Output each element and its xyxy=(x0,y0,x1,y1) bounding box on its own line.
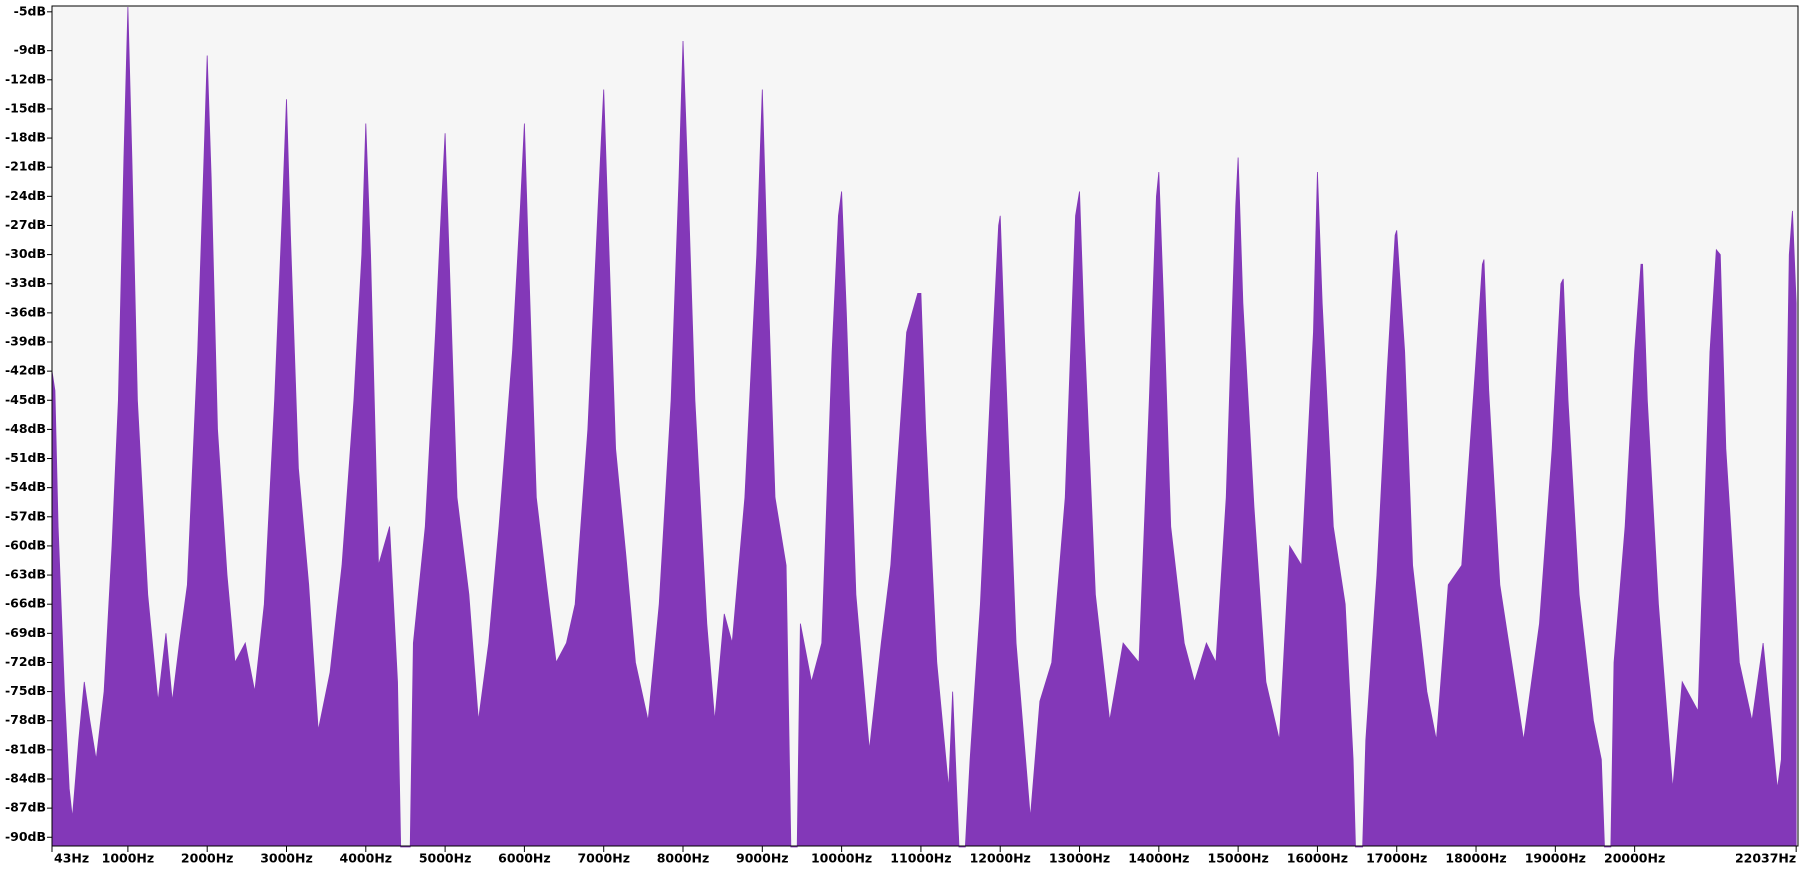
y-tick-label: -36dB xyxy=(5,304,46,319)
x-tick-label: 4000Hz xyxy=(340,851,393,866)
y-tick-label: -72dB xyxy=(5,654,46,669)
y-tick-label: -84dB xyxy=(5,770,46,785)
y-tick-label: -5dB xyxy=(14,3,46,18)
x-tick-label: 9000Hz xyxy=(736,851,789,866)
x-tick-label: 13000Hz xyxy=(1049,851,1110,866)
y-tick-label: -12dB xyxy=(5,71,46,86)
x-tick-label: 16000Hz xyxy=(1287,851,1348,866)
y-tick-label: -90dB xyxy=(5,829,46,844)
x-tick-label: 2000Hz xyxy=(181,851,234,866)
plot-border xyxy=(51,5,1799,847)
y-tick-label: -15dB xyxy=(5,100,46,115)
x-tick-label: 3000Hz xyxy=(260,851,313,866)
y-tick-label: -9dB xyxy=(14,42,46,57)
y-tick-label: -78dB xyxy=(5,712,46,727)
x-tick-label: 1000Hz xyxy=(102,851,155,866)
y-tick-label: -75dB xyxy=(5,683,46,698)
x-tick-label: 18000Hz xyxy=(1445,851,1506,866)
x-tick-label: 7000Hz xyxy=(577,851,630,866)
x-tick-label: 10000Hz xyxy=(811,851,872,866)
y-tick-label: -18dB xyxy=(5,130,46,145)
x-tick-label: 20000Hz xyxy=(1604,851,1665,866)
x-tick-label: 8000Hz xyxy=(657,851,710,866)
x-tick-label: 43Hz xyxy=(54,851,89,866)
y-tick-label: -87dB xyxy=(5,800,46,815)
y-tick-label: -51dB xyxy=(5,450,46,465)
y-tick-label: -54dB xyxy=(5,479,46,494)
y-tick-label: -69dB xyxy=(5,625,46,640)
y-tick-label: -39dB xyxy=(5,334,46,349)
x-tick-label: 19000Hz xyxy=(1525,851,1586,866)
x-tick-label: 22037Hz xyxy=(1735,851,1796,866)
y-tick-label: -45dB xyxy=(5,392,46,407)
y-tick-label: -57dB xyxy=(5,508,46,523)
x-tick-label: 5000Hz xyxy=(419,851,472,866)
y-tick-label: -81dB xyxy=(5,741,46,756)
x-tick-label: 15000Hz xyxy=(1208,851,1269,866)
y-tick-label: -66dB xyxy=(5,596,46,611)
y-tick-label: -24dB xyxy=(5,188,46,203)
y-tick-label: -42dB xyxy=(5,363,46,378)
x-tick-label: 14000Hz xyxy=(1128,851,1189,866)
y-tick-label: -27dB xyxy=(5,217,46,232)
y-tick-label: -48dB xyxy=(5,421,46,436)
y-tick-label: -33dB xyxy=(5,275,46,290)
x-tick-label: 11000Hz xyxy=(890,851,951,866)
spectrum-area xyxy=(51,6,1797,848)
x-tick-label: 17000Hz xyxy=(1366,851,1427,866)
y-tick-label: -60dB xyxy=(5,537,46,552)
y-tick-label: -21dB xyxy=(5,159,46,174)
x-tick-label: 12000Hz xyxy=(970,851,1031,866)
x-tick-label: 6000Hz xyxy=(498,851,551,866)
y-tick-label: -30dB xyxy=(5,246,46,261)
y-tick-label: -63dB xyxy=(5,567,46,582)
